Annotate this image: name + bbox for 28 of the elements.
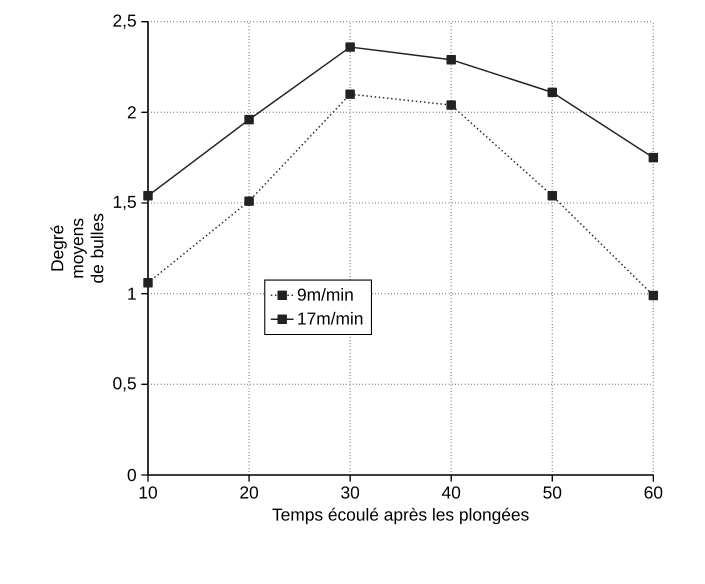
legend-label: 9m/min [298,288,353,301]
point [446,100,456,110]
legend-label: 17m/min [298,312,362,325]
point [143,278,153,288]
y-tick-label: 1 [128,288,136,300]
y-tick-label: 0 [128,468,136,482]
y-tick-label: 2 [128,106,136,118]
x-tick-label: 20 [240,486,258,499]
x-tick-label: 30 [341,486,360,499]
point [446,55,456,64]
x-tick-label: 40 [442,486,460,499]
x-tick-label: 50 [543,486,562,499]
x-axis-title: Temps écoulé après les plongées [272,508,529,524]
point [648,290,658,300]
point [648,152,658,162]
y-axis-title: Degré moyens de bulles [50,214,104,283]
y-tick-label: 1,5 [114,196,136,210]
point [345,42,355,52]
x-tick-label: 60 [644,486,662,499]
point [244,114,254,124]
point [548,191,558,200]
point [345,89,355,99]
point [548,88,558,98]
point [244,196,254,206]
y-tick-label: 2,5 [113,14,136,29]
point [143,191,153,200]
x-tick-label: 10 [140,486,157,499]
y-tick-label: 0,5 [113,377,136,392]
